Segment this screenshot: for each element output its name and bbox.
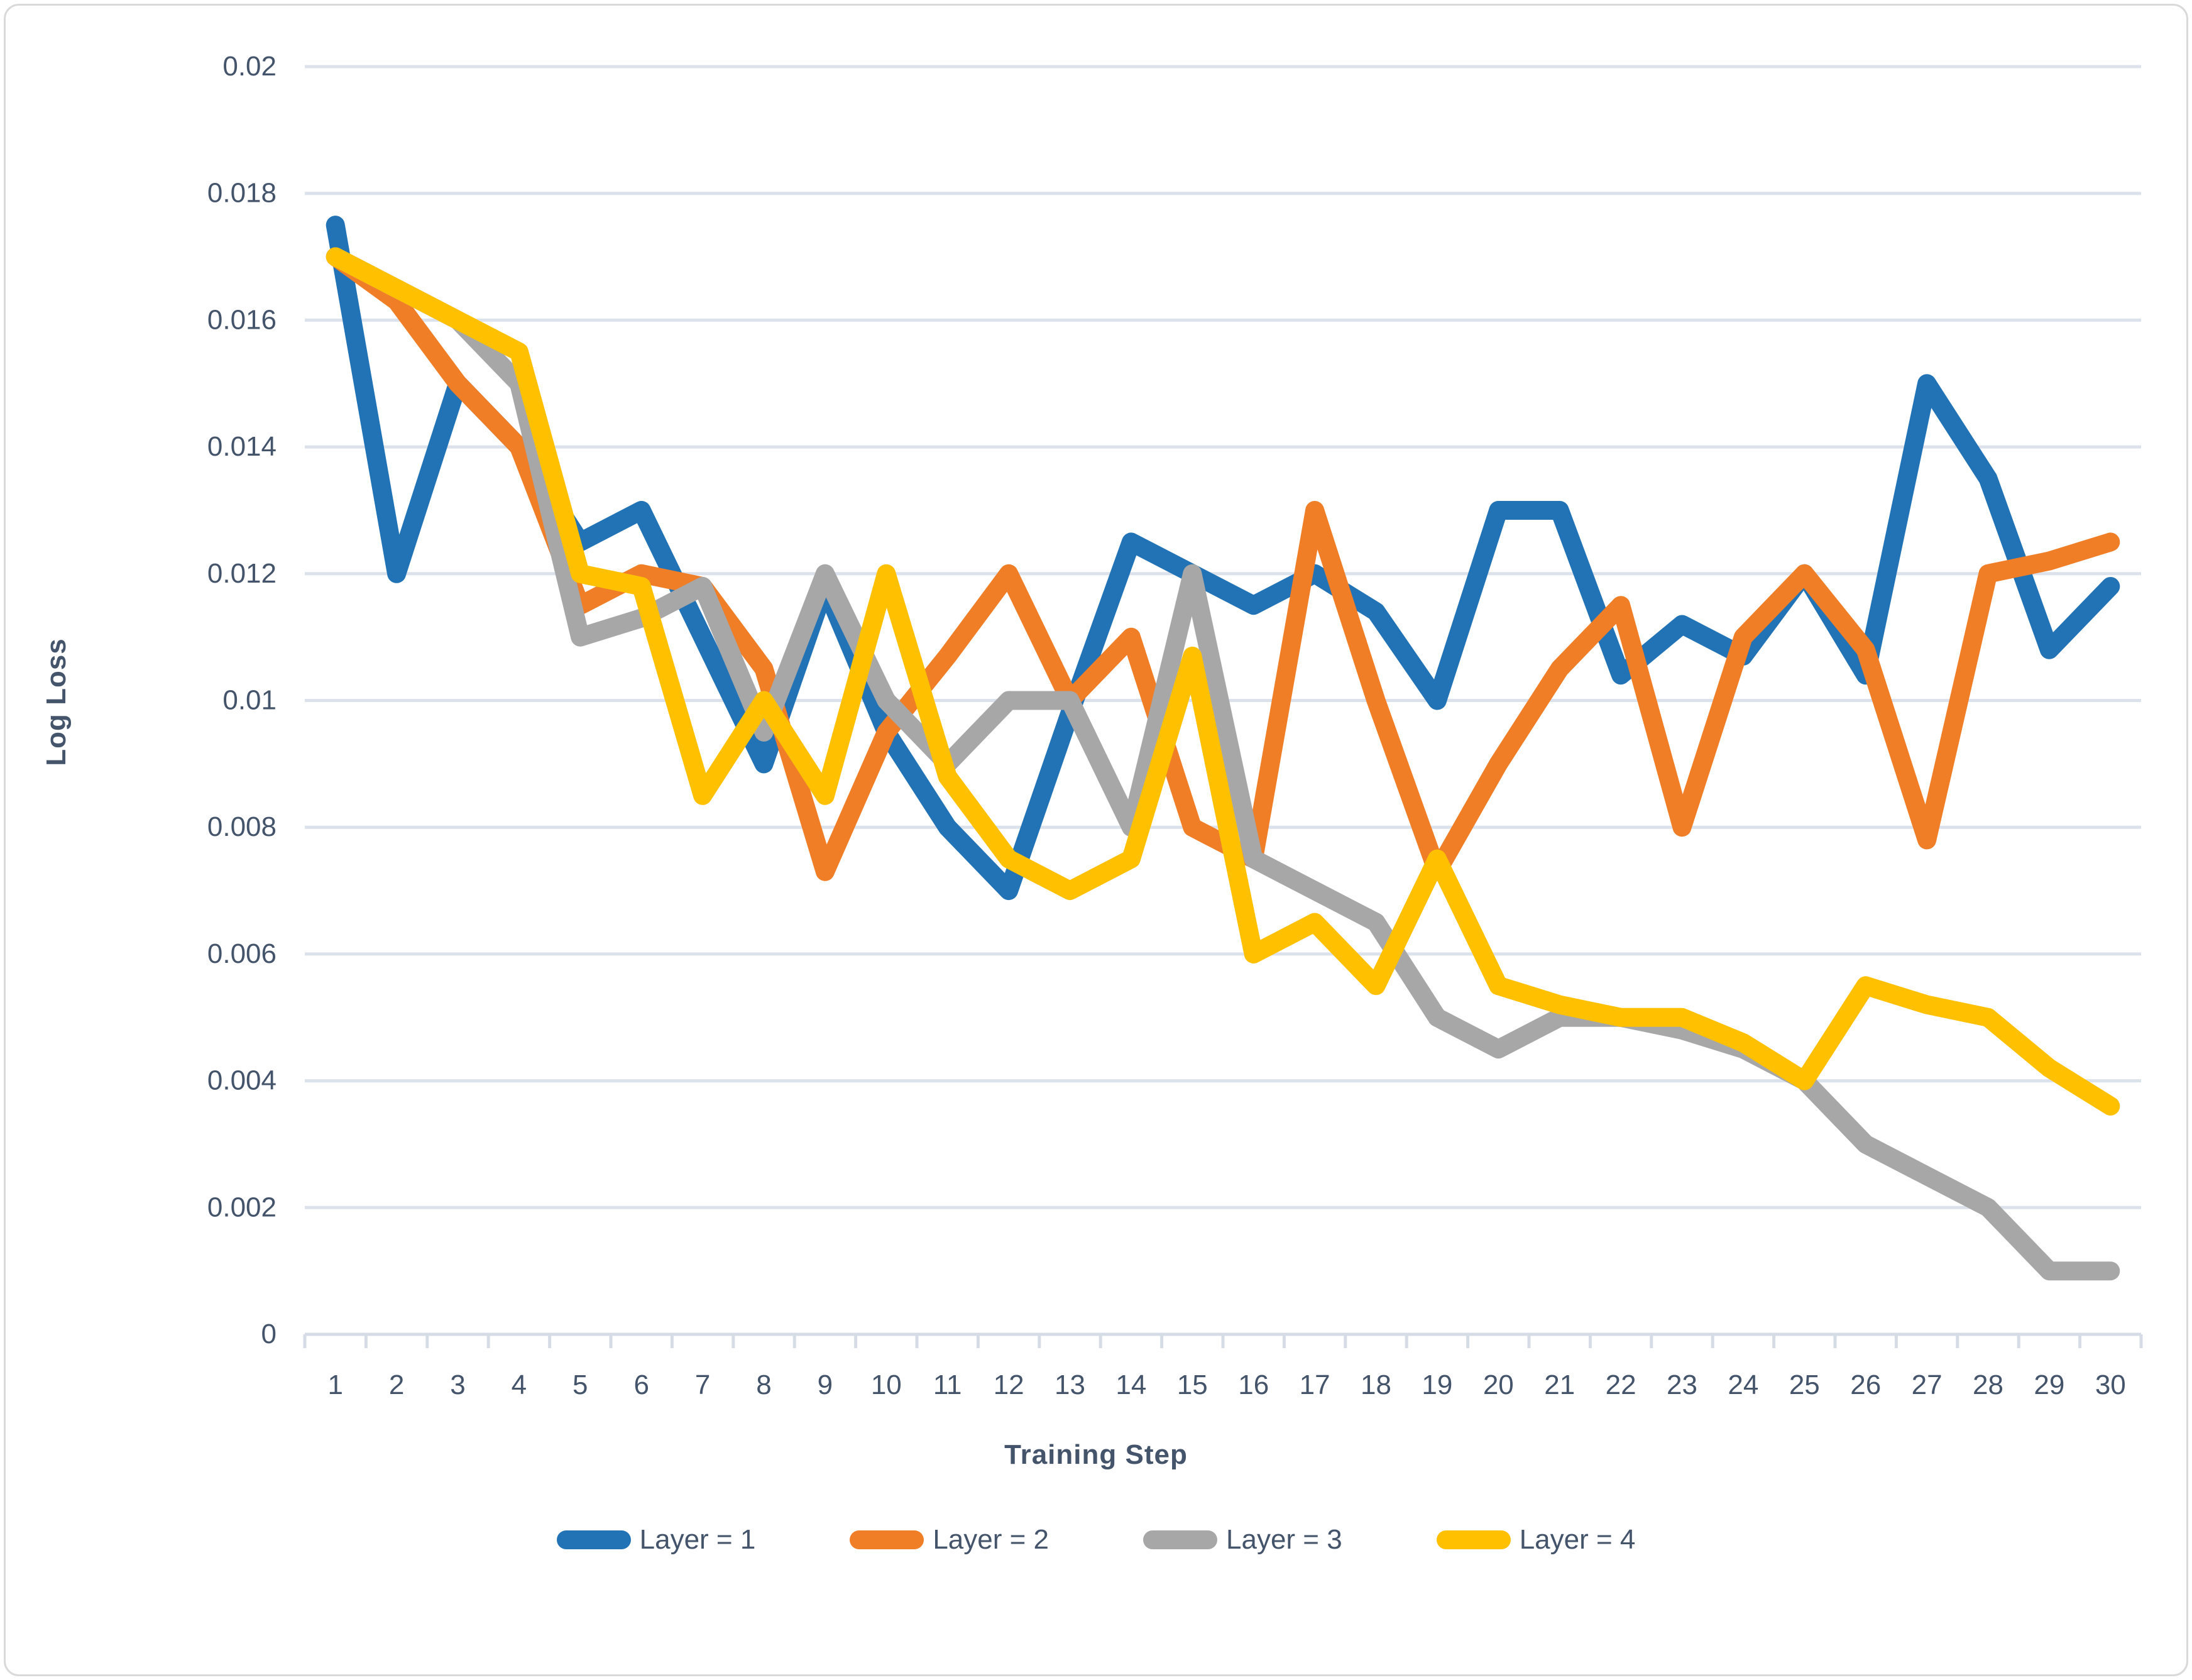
legend-label: Layer = 4 bbox=[1519, 1524, 1636, 1555]
legend-label: Layer = 1 bbox=[639, 1524, 756, 1555]
legend-swatch-icon bbox=[1143, 1530, 1217, 1549]
x-tick-label: 20 bbox=[1483, 1370, 1514, 1400]
y-tick-label: 0.008 bbox=[207, 811, 277, 842]
x-tick-label: 21 bbox=[1544, 1370, 1575, 1400]
y-axis-title: Log Loss bbox=[41, 638, 72, 766]
y-tick-label: 0.006 bbox=[207, 938, 277, 969]
legend-item-layer-3[interactable]: Layer = 3 bbox=[1143, 1524, 1342, 1556]
y-tick-label: 0.01 bbox=[222, 685, 277, 716]
x-tick-label: 2 bbox=[389, 1370, 404, 1400]
x-tick-label: 22 bbox=[1606, 1370, 1636, 1400]
x-tick-label: 5 bbox=[573, 1370, 588, 1400]
x-tick-label: 14 bbox=[1115, 1370, 1146, 1400]
y-tick-label: 0.018 bbox=[207, 178, 277, 209]
y-tick-label: 0.012 bbox=[207, 558, 277, 589]
x-tick-label: 27 bbox=[1912, 1370, 1943, 1400]
x-tick-label: 28 bbox=[1973, 1370, 2003, 1400]
legend: Layer = 1 Layer = 2 Layer = 3 Layer = 4 bbox=[0, 1524, 2192, 1556]
x-tick-label: 9 bbox=[818, 1370, 833, 1400]
legend-label: Layer = 2 bbox=[933, 1524, 1049, 1555]
x-axis-title: Training Step bbox=[1004, 1439, 1188, 1470]
x-tick-label: 30 bbox=[2095, 1370, 2126, 1400]
y-tick-label: 0.014 bbox=[207, 431, 277, 462]
y-tick-label: 0.02 bbox=[222, 51, 277, 82]
x-tick-label: 10 bbox=[871, 1370, 902, 1400]
legend-swatch-icon bbox=[1436, 1530, 1511, 1549]
x-tick-label: 19 bbox=[1422, 1370, 1452, 1400]
x-tick-label: 8 bbox=[756, 1370, 771, 1400]
y-tick-label: 0.016 bbox=[207, 304, 277, 335]
x-tick-label: 24 bbox=[1728, 1370, 1758, 1400]
x-tick-label: 29 bbox=[2034, 1370, 2064, 1400]
x-tick-label: 17 bbox=[1300, 1370, 1330, 1400]
series-line-layer-3 bbox=[326, 247, 2120, 1281]
y-tick-label: 0.002 bbox=[207, 1192, 277, 1222]
x-tick-label: 7 bbox=[695, 1370, 710, 1400]
x-tick-label: 16 bbox=[1238, 1370, 1269, 1400]
x-tick-label: 3 bbox=[450, 1370, 465, 1400]
legend-swatch-icon bbox=[556, 1530, 631, 1549]
y-tick-label: 0 bbox=[261, 1319, 277, 1349]
x-tick-label: 6 bbox=[633, 1370, 649, 1400]
x-tick-label: 18 bbox=[1361, 1370, 1391, 1400]
x-tick-label: 12 bbox=[994, 1370, 1024, 1400]
x-tick-label: 26 bbox=[1850, 1370, 1881, 1400]
legend-swatch-icon bbox=[850, 1530, 924, 1549]
x-tick-label: 15 bbox=[1177, 1370, 1208, 1400]
legend-item-layer-1[interactable]: Layer = 1 bbox=[556, 1524, 756, 1556]
x-tick-label: 23 bbox=[1667, 1370, 1697, 1400]
y-tick-label: 0.004 bbox=[207, 1065, 277, 1096]
x-tick-label: 25 bbox=[1789, 1370, 1820, 1400]
x-tick-label: 1 bbox=[327, 1370, 342, 1400]
x-tick-label: 11 bbox=[933, 1370, 962, 1400]
legend-item-layer-4[interactable]: Layer = 4 bbox=[1436, 1524, 1636, 1556]
x-tick-label: 13 bbox=[1055, 1370, 1085, 1400]
legend-label: Layer = 3 bbox=[1226, 1524, 1342, 1555]
series-line-layer-4 bbox=[326, 247, 2120, 1116]
legend-item-layer-2[interactable]: Layer = 2 bbox=[850, 1524, 1049, 1556]
x-tick-label: 4 bbox=[512, 1370, 527, 1400]
